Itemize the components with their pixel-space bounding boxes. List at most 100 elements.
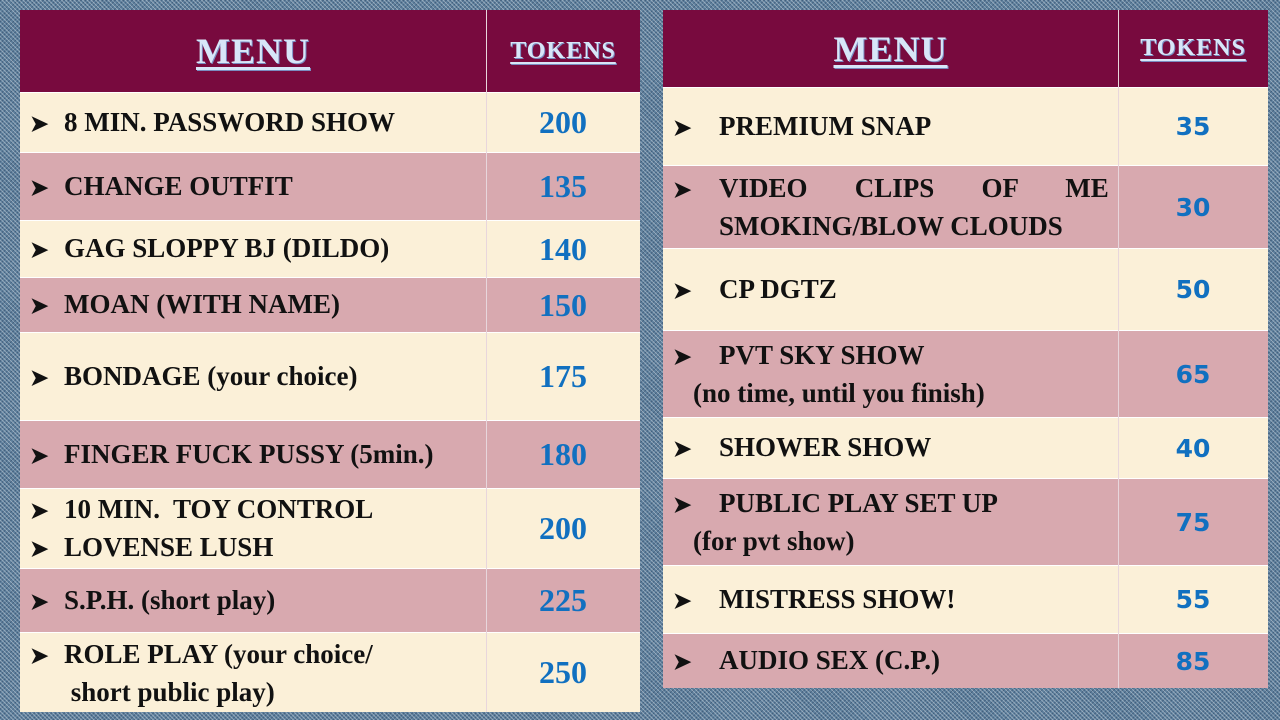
arrowhead-bullet-icon: ➤ bbox=[30, 237, 49, 262]
item-text: CHANGE OUTFIT bbox=[64, 170, 293, 201]
token-price: 50 bbox=[1175, 275, 1211, 304]
item-line: (for pvt show) bbox=[673, 523, 1118, 559]
item-line: ➤ SHOWER SHOW bbox=[673, 429, 1118, 467]
arrowhead-bullet-icon: ➤ bbox=[30, 442, 49, 468]
item-line: ➤ PREMIUM SNAP bbox=[673, 108, 1118, 146]
token-price: 200 bbox=[539, 510, 587, 546]
item-text: 10 MIN. TOY CONTROL bbox=[64, 493, 374, 524]
arrowhead-bullet-icon: ➤ bbox=[30, 588, 49, 614]
tokens-header: TOKENS bbox=[486, 10, 640, 92]
menu-row: ➤ MOAN (WITH NAME) 150 bbox=[20, 277, 640, 332]
token-price: 75 bbox=[1175, 507, 1211, 537]
arrowhead-bullet-icon: ➤ bbox=[30, 293, 49, 318]
item-line: ➤ MISTRESS SHOW! bbox=[673, 581, 1118, 619]
tokens-header-label: TOKENS bbox=[510, 37, 616, 64]
item-text: S.P.H. (short play) bbox=[64, 584, 276, 615]
menu-row: ➤ 10 MIN. TOY CONTROL ➤ LOVENSE LUSH 200 bbox=[20, 488, 640, 568]
item-line: (no time, until you finish) bbox=[673, 375, 1118, 411]
menu-header: MENU bbox=[20, 10, 486, 92]
token-price: 55 bbox=[1175, 585, 1211, 614]
item-text: (no time, until you finish) bbox=[693, 378, 985, 408]
menu-header: MENU bbox=[663, 10, 1118, 87]
item-text: GAG SLOPPY BJ (DILDO) bbox=[64, 233, 390, 263]
token-price: 40 bbox=[1175, 433, 1211, 463]
item-line: ➤ BONDAGE (your choice) bbox=[30, 358, 486, 396]
token-price: 150 bbox=[539, 286, 587, 323]
item-text: PVT SKY SHOW bbox=[719, 340, 925, 370]
item-text: CP DGTZ bbox=[719, 273, 837, 304]
menu-row: ➤ AUDIO SEX (C.P.) 85 bbox=[663, 633, 1268, 688]
menu-item: ➤ S.P.H. (short play) bbox=[20, 569, 486, 632]
item-line: short public play) bbox=[30, 674, 486, 710]
menu-item: ➤ 10 MIN. TOY CONTROL ➤ LOVENSE LUSH bbox=[20, 489, 486, 568]
column-divider bbox=[486, 10, 487, 712]
arrowhead-bullet-icon: ➤ bbox=[673, 177, 692, 202]
item-line: ➤ GAG SLOPPY BJ (DILDO) bbox=[30, 230, 486, 268]
menu-item: ➤ PREMIUM SNAP bbox=[663, 88, 1118, 165]
menu-row: ➤ S.P.H. (short play) 225 bbox=[20, 568, 640, 632]
menu-row: ➤ ROLE PLAY (your choice/ short public pl… bbox=[20, 632, 640, 712]
menu-item: ➤ FINGER FUCK PUSSY (5min.) bbox=[20, 421, 486, 488]
token-price: 250 bbox=[539, 654, 587, 690]
arrowhead-bullet-icon: ➤ bbox=[673, 344, 692, 369]
arrowhead-bullet-icon: ➤ bbox=[673, 492, 692, 517]
item-text: SHOWER SHOW bbox=[719, 432, 932, 462]
menu-item: ➤ SHOWER SHOW bbox=[663, 418, 1118, 478]
menu-row: ➤ FINGER FUCK PUSSY (5min.) 180 bbox=[20, 420, 640, 488]
token-price: 85 bbox=[1175, 646, 1211, 676]
item-line: ➤ CP DGTZ bbox=[673, 271, 1118, 309]
item-text: AUDIO SEX (C.P.) bbox=[719, 645, 941, 675]
menu-item: ➤ CP DGTZ bbox=[663, 249, 1118, 330]
item-line: ➤ MOAN (WITH NAME) bbox=[30, 286, 486, 324]
menu-row: ➤ SHOWER SHOW 40 bbox=[663, 417, 1268, 478]
table-header: MENU TOKENS bbox=[20, 10, 640, 94]
item-text: BONDAGE (your choice) bbox=[64, 360, 358, 391]
menu-item: ➤ GAG SLOPPY BJ (DILDO) bbox=[20, 221, 486, 277]
menu-table-right: MENU TOKENS ➤ PREMIUM SNAP 35 ➤ VIDEO CLIP… bbox=[663, 10, 1268, 688]
token-price: 35 bbox=[1175, 112, 1211, 141]
arrowhead-bullet-icon: ➤ bbox=[673, 277, 692, 303]
item-text: LOVENSE LUSH bbox=[64, 531, 274, 562]
arrowhead-bullet-icon: ➤ bbox=[673, 114, 692, 140]
menu-row: ➤ BONDAGE (your choice) 175 bbox=[20, 332, 640, 420]
arrowhead-bullet-icon: ➤ bbox=[30, 642, 49, 668]
item-text: (for pvt show) bbox=[693, 526, 855, 556]
menu-item: ➤ MISTRESS SHOW! bbox=[663, 566, 1118, 633]
menu-item: ➤ ROLE PLAY (your choice/ short public pl… bbox=[20, 633, 486, 712]
item-text: VIDEO CLIPS OF ME bbox=[719, 173, 1109, 203]
item-line: ➤ PVT SKY SHOW bbox=[673, 337, 1118, 375]
item-line: ➤ CHANGE OUTFIT bbox=[30, 168, 486, 206]
token-price: 175 bbox=[539, 358, 587, 394]
menu-item: ➤ 8 MIN. PASSWORD SHOW bbox=[20, 93, 486, 152]
arrowhead-bullet-icon: ➤ bbox=[673, 587, 692, 613]
menu-row: ➤ CHANGE OUTFIT 135 bbox=[20, 152, 640, 220]
menu-row: ➤ MISTRESS SHOW! 55 bbox=[663, 565, 1268, 633]
menu-item: ➤ VIDEO CLIPS OF ME SMOKING/BLOW CLOUDS bbox=[663, 166, 1118, 248]
token-price: 65 bbox=[1175, 359, 1211, 389]
token-price: 200 bbox=[539, 104, 587, 140]
menu-item: ➤ AUDIO SEX (C.P.) bbox=[663, 634, 1118, 688]
menu-row: ➤ GAG SLOPPY BJ (DILDO) 140 bbox=[20, 220, 640, 277]
arrowhead-bullet-icon: ➤ bbox=[30, 535, 49, 561]
arrowhead-bullet-icon: ➤ bbox=[30, 110, 49, 136]
menu-item: ➤ MOAN (WITH NAME) bbox=[20, 278, 486, 332]
item-line: ➤ LOVENSE LUSH bbox=[30, 529, 486, 567]
token-price: 225 bbox=[539, 582, 587, 618]
menu-row: ➤ CP DGTZ 50 bbox=[663, 248, 1268, 330]
item-line: ➤ ROLE PLAY (your choice/ bbox=[30, 636, 486, 674]
menu-item: ➤ BONDAGE (your choice) bbox=[20, 333, 486, 420]
item-line: ➤ 10 MIN. TOY CONTROL bbox=[30, 491, 486, 529]
arrowhead-bullet-icon: ➤ bbox=[673, 649, 692, 674]
token-price: 30 bbox=[1175, 192, 1211, 222]
token-price: 140 bbox=[539, 230, 587, 267]
item-line: ➤ FINGER FUCK PUSSY (5min.) bbox=[30, 436, 486, 474]
menu-item: ➤ PUBLIC PLAY SET UP (for pvt show) bbox=[663, 479, 1118, 565]
menu-row: ➤ PVT SKY SHOW (no time, until you finish)… bbox=[663, 330, 1268, 417]
menu-header-label: MENU bbox=[833, 28, 948, 69]
arrowhead-bullet-icon: ➤ bbox=[30, 174, 49, 200]
menu-row: ➤ PUBLIC PLAY SET UP (for pvt show) 75 bbox=[663, 478, 1268, 565]
menu-header-label: MENU bbox=[196, 31, 310, 71]
menu-item: ➤ CHANGE OUTFIT bbox=[20, 153, 486, 220]
item-text: 8 MIN. PASSWORD SHOW bbox=[64, 106, 396, 137]
menu-table-left: MENU TOKENS ➤ 8 MIN. PASSWORD SHOW 200 ➤ C… bbox=[20, 10, 640, 712]
